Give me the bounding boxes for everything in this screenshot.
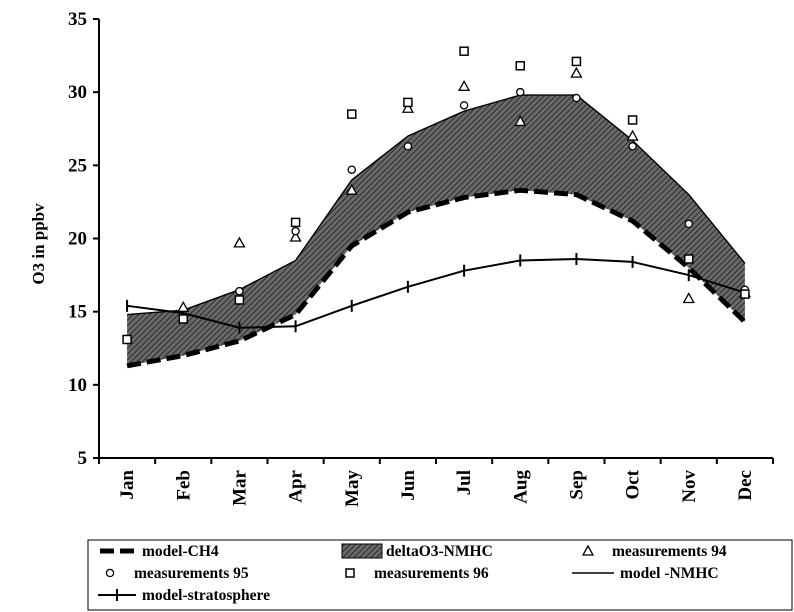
- legend-items: model-CH4 deltaO3-NMHC measurements 94 meas…: [98, 543, 727, 604]
- point-measurements-96: [403, 97, 413, 108]
- point-measurements-95: [459, 101, 469, 110]
- x-tick-label-mar: Mar: [229, 469, 250, 505]
- legend-swatch: [581, 544, 595, 556]
- x-tick-label-apr: Apr: [286, 469, 307, 502]
- point-measurements-96: [515, 61, 525, 71]
- plot-area: [122, 46, 752, 369]
- point-measurements-96: [234, 295, 245, 305]
- y-tick-label: 10: [68, 375, 87, 396]
- legend-item-measurements-94: measurements 94: [581, 543, 727, 560]
- point-measurements-95: [684, 219, 694, 229]
- x-tick-label-jul: Jul: [454, 470, 475, 495]
- y-tick-label: 30: [68, 82, 87, 103]
- y-tick-label: 15: [68, 302, 87, 323]
- point-measurements-96: [740, 289, 750, 299]
- line-model-nmhc: [127, 94, 746, 316]
- point-measurements-96: [347, 109, 357, 119]
- x-tick-label-feb: Feb: [173, 470, 194, 501]
- point-measurements-96: [459, 46, 469, 56]
- band-deltao3-nmhc: [127, 95, 745, 366]
- legend-box: [87, 539, 793, 611]
- point-measurements-94: [682, 292, 695, 304]
- point-measurements-94: [177, 300, 190, 312]
- x-tick-label-nov: Nov: [679, 470, 700, 503]
- point-measurements-94: [457, 79, 471, 91]
- legend-swatch: [98, 589, 136, 601]
- legend-label: model-stratosphere: [142, 587, 270, 604]
- point-measurements-95: [572, 93, 581, 103]
- point-measurements-95: [628, 142, 637, 151]
- y-ticks: 5 10 15 20 25 30 35: [68, 9, 99, 469]
- point-measurements-94: [289, 230, 302, 242]
- axes: 5 10 15 20 25 30 35 Jan Feb Mar Apr May Jun Jul Aug Se…: [68, 9, 774, 507]
- legend-item-deltao3-nmhc: deltaO3-NMHC: [341, 543, 493, 560]
- point-measurements-96: [684, 254, 694, 264]
- y-tick-label: 25: [68, 155, 87, 176]
- x-tick-label-oct: Oct: [623, 469, 644, 499]
- point-measurements-95: [347, 165, 356, 174]
- band-layer: [127, 95, 745, 366]
- legend-swatch: [345, 568, 355, 578]
- legend-label: deltaO3-NMHC: [386, 543, 493, 560]
- legend-item-model-ch4: model-CH4: [100, 543, 219, 560]
- point-measurements-94: [401, 101, 415, 113]
- point-measurements-94: [233, 236, 246, 248]
- x-tick-label-aug: Aug: [510, 470, 531, 504]
- point-measurements-94: [570, 66, 583, 78]
- legend: model-CH4 deltaO3-NMHC measurements 94 meas…: [87, 539, 793, 611]
- legend-item-model-nmhc: model -NMHC: [572, 565, 719, 582]
- point-measurements-96: [627, 115, 638, 125]
- x-tick-label-jun: Jun: [398, 470, 419, 501]
- point-measurements-95: [235, 286, 244, 296]
- y-tick-label: 35: [68, 9, 87, 30]
- x-tick-label-dec: Dec: [735, 470, 756, 501]
- legend-label: measurements 95: [134, 565, 249, 582]
- y-tick-label: 20: [68, 229, 87, 250]
- point-measurements-94: [345, 183, 358, 195]
- y-tick-label: 5: [78, 448, 88, 469]
- point-measurements-95: [403, 142, 413, 151]
- x-tick-label-may: May: [342, 470, 363, 507]
- line-model-stratosphere: [126, 257, 746, 329]
- lines-layer: [126, 94, 747, 369]
- point-measurements-96: [122, 334, 132, 345]
- legend-label: measurements 94: [612, 543, 727, 560]
- legend-swatch: [105, 568, 115, 578]
- line-model-ch4: [126, 187, 747, 369]
- legend-label: model-CH4: [142, 543, 219, 560]
- legend-label: model -NMHC: [620, 565, 719, 582]
- legend-item-model-stratosphere: model-stratosphere: [98, 587, 270, 604]
- point-measurements-96: [571, 56, 582, 67]
- point-measurements-94: [514, 115, 527, 127]
- legend-item-measurements-96: measurements 96: [345, 565, 489, 582]
- markers-layer: [122, 46, 752, 345]
- x-tick-label-sep: Sep: [566, 470, 587, 500]
- point-measurements-95: [516, 87, 525, 97]
- point-measurements-95: [291, 226, 300, 236]
- point-measurements-96: [178, 314, 188, 324]
- y-axis-title: O3 in ppbv: [29, 203, 48, 285]
- legend-item-measurements-95: measurements 95: [105, 565, 249, 582]
- legend-label: measurements 96: [374, 565, 489, 582]
- point-measurements-94: [626, 129, 639, 141]
- x-tick-label-jan: Jan: [117, 470, 138, 500]
- legend-swatch: [341, 543, 383, 559]
- x-ticks: Jan Feb Mar Apr May Jun Jul Aug Sep Oct Nov Dec: [98, 458, 774, 507]
- point-measurements-96: [290, 217, 301, 228]
